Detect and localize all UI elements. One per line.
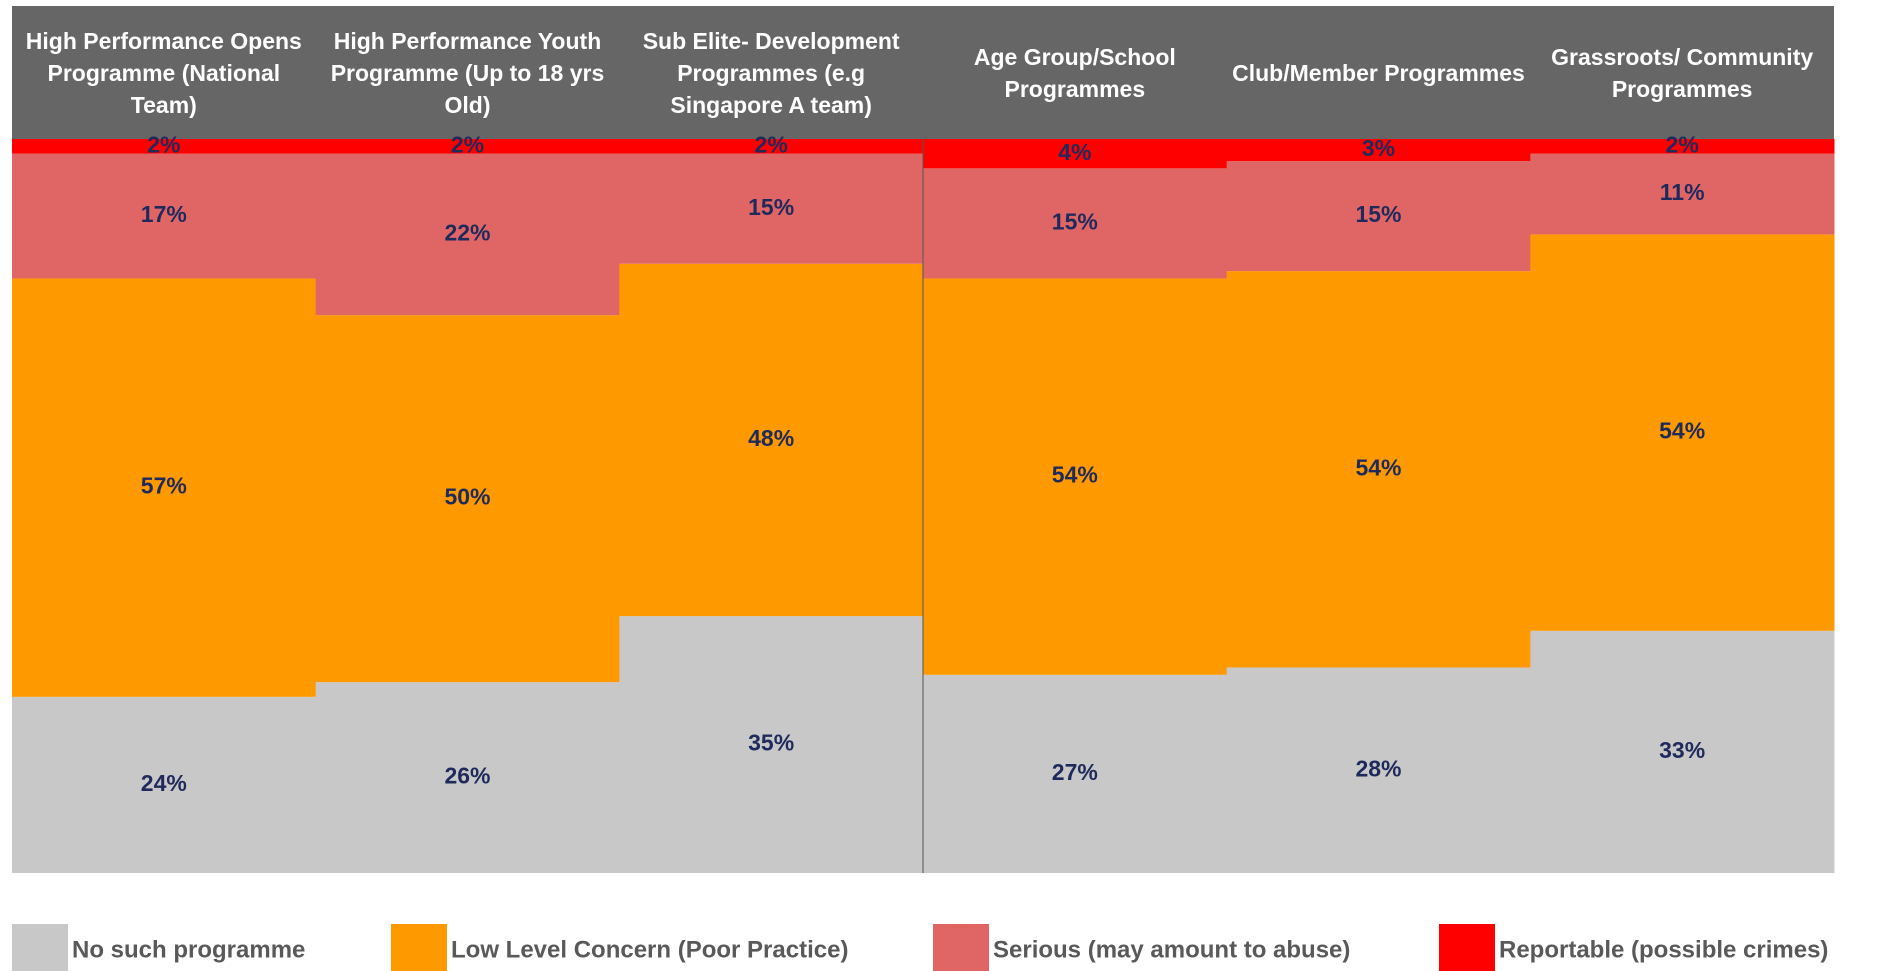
column-header: High Performance Opens Programme (Nation… (25, 27, 302, 118)
header-background (12, 6, 1834, 139)
bar-segment (1530, 153, 1835, 235)
column-header: High Performance Youth Programme (Up to … (330, 27, 605, 118)
column-header: Age Group/School Programmes (973, 43, 1176, 102)
data-label: 2% (755, 131, 788, 157)
data-label: 48% (748, 425, 794, 451)
bar-segment (923, 278, 1228, 675)
data-label: 17% (141, 201, 187, 227)
legend-swatch (933, 924, 989, 971)
data-label: 54% (1355, 454, 1401, 480)
data-label: 50% (444, 484, 490, 510)
bar-segment (1226, 139, 1531, 162)
legend-label: No such programme (72, 936, 305, 963)
data-label: 2% (451, 131, 484, 157)
data-label: 15% (1052, 208, 1098, 234)
data-label: 28% (1355, 755, 1401, 781)
legend-swatch (391, 924, 447, 971)
data-label: 54% (1659, 418, 1705, 444)
bar-segment (923, 139, 1228, 169)
bar-segment (12, 153, 317, 279)
bar-segment (1530, 630, 1835, 873)
bar-segment (12, 696, 317, 873)
column-header: Sub Elite- Development Programmes (e.g S… (642, 27, 900, 118)
data-label: 24% (141, 770, 187, 796)
legend-label: Reportable (possible crimes) (1499, 936, 1828, 963)
data-label: 57% (141, 473, 187, 499)
legend-swatch (12, 924, 68, 971)
legend-swatch (1439, 924, 1495, 971)
bar-segment (923, 168, 1228, 279)
data-label: 15% (748, 194, 794, 220)
bar-segment (12, 139, 317, 154)
data-label: 33% (1659, 737, 1705, 763)
bar-segment (619, 139, 924, 154)
data-label: 3% (1362, 135, 1395, 161)
data-label: 2% (147, 131, 180, 157)
bar-segment (315, 153, 620, 316)
bar-segment (619, 153, 924, 264)
data-label: 15% (1355, 201, 1401, 227)
column-header: Club/Member Programmes (1232, 59, 1525, 86)
bar-segment (315, 315, 620, 683)
data-label: 4% (1058, 139, 1091, 165)
bar-segment (619, 263, 924, 617)
bar-segment (923, 674, 1228, 873)
data-label: 2% (1666, 131, 1699, 157)
data-label: 35% (748, 730, 794, 756)
bar-segment (315, 139, 620, 154)
data-label: 11% (1660, 179, 1705, 205)
bar-segment (315, 682, 620, 873)
bar-segment (1226, 667, 1531, 873)
bar-segment (619, 616, 924, 873)
bar-segment (12, 278, 317, 697)
bar-segment (1530, 139, 1835, 154)
bar-segment (1530, 234, 1835, 631)
bar-segment (1226, 161, 1531, 272)
data-label: 27% (1052, 759, 1098, 785)
legend-label: Serious (may amount to abuse) (993, 936, 1350, 963)
bar-segment (1226, 271, 1531, 668)
data-label: 54% (1052, 462, 1098, 488)
legend-label: Low Level Concern (Poor Practice) (451, 936, 848, 963)
column-header: Grassroots/ Community Programmes (1551, 43, 1814, 102)
data-label: 22% (444, 219, 490, 245)
data-label: 26% (444, 763, 490, 789)
